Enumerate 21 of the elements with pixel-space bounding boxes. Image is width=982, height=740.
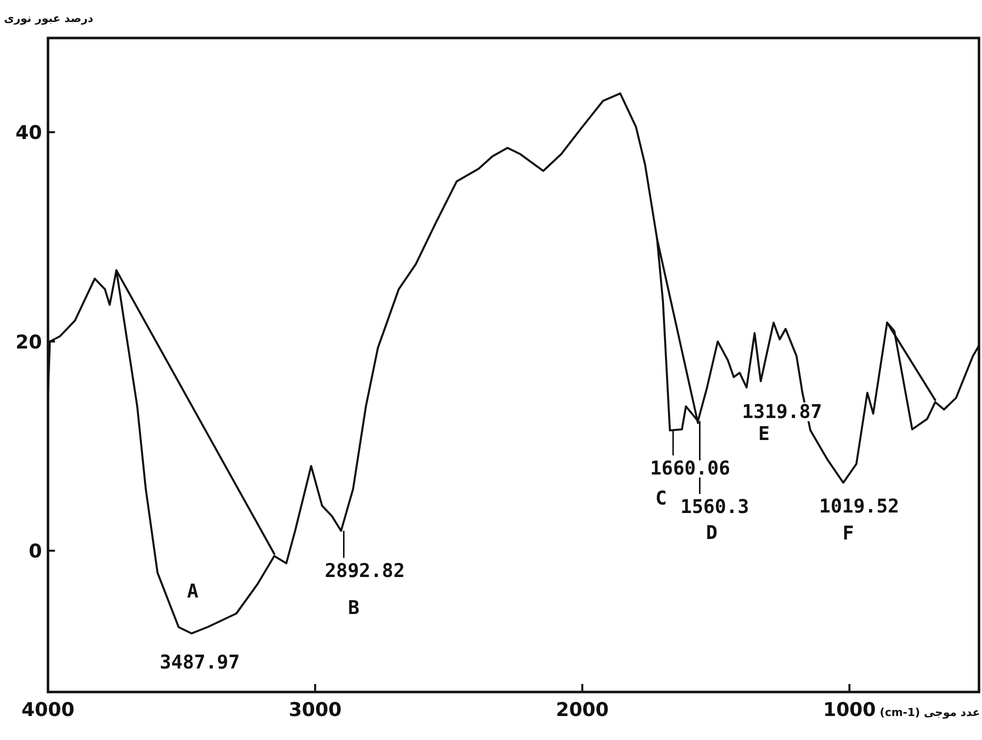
annotation: 1319.87 [742, 401, 822, 424]
annotation: B [348, 596, 360, 619]
y-tick-label: 0 [28, 540, 42, 563]
annotation: 1660.06 [650, 457, 730, 480]
y-tick-label: 40 [16, 122, 42, 144]
annotation: 2892.82 [324, 560, 405, 582]
annotation: 1019.52 [819, 496, 900, 518]
x-tick-label: 1000 [822, 699, 876, 721]
annotation: A [187, 580, 200, 602]
x-tick-label: 4000 [22, 699, 74, 721]
annotation: 3487.97 [160, 651, 240, 674]
y-axis-title: درصد عبور نوری [4, 12, 94, 25]
y-tick-label: 20 [16, 331, 42, 354]
x-tick-label: 2000 [556, 699, 609, 721]
annotation: E [758, 423, 770, 446]
x-axis-title: عدد موجی (cm-1) [880, 706, 980, 719]
annotation: F [842, 522, 854, 545]
x-tick-label: 3000 [288, 699, 342, 721]
annotation: D [706, 522, 718, 544]
annotation: C [655, 487, 667, 510]
annotation: 1560.3 [680, 496, 750, 518]
